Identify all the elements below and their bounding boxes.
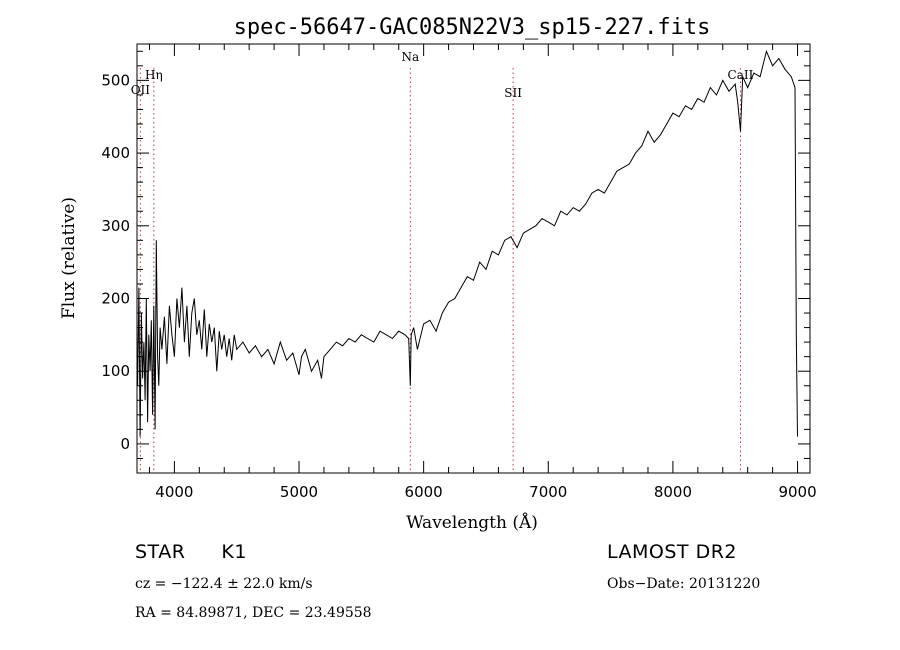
object-class-line: STAR K1 [135,541,247,563]
line-marker-label: OII [131,83,151,97]
y-tick-label: 500 [101,71,130,89]
y-tick-label: 0 [120,435,130,453]
axis-ticks [137,44,810,473]
chart-title: spec-56647-GAC085N22V3_sp15-227.fits [234,15,711,40]
y-axis-label: Flux (relative) [59,197,79,319]
plot-frame [136,43,811,474]
survey-label: LAMOST DR2 [607,541,737,563]
x-tick-label: 9000 [778,483,816,501]
x-tick-label: 7000 [529,483,567,501]
y-tick-label: 300 [101,217,130,235]
x-tick-label: 5000 [280,483,318,501]
y-tick-label: 400 [101,144,130,162]
coordinates-label: RA = 84.89871, DEC = 23.49558 [135,605,372,621]
x-tick-label: 8000 [654,483,692,501]
line-marker-label: SII [504,86,522,100]
line-marker-label: Na [401,50,419,64]
x-tick-label: 4000 [155,483,193,501]
y-tick-label: 100 [101,362,130,380]
redshift-label: cz = −122.4 ± 22.0 km/s [135,576,313,592]
object-class: STAR [135,541,186,563]
object-subclass: K1 [221,541,247,563]
line-marker-label: CaII [728,68,754,82]
x-axis-label: Wavelength (Å) [406,512,538,533]
line-marker-label: Hη [145,68,163,82]
obs-date-label: Obs−Date: 20131220 [607,576,761,592]
x-tick-label: 6000 [405,483,443,501]
y-tick-label: 200 [101,289,130,307]
tick-labels: 4000 5000 6000 7000 8000 9000 0 100 200 300 400 500 [101,71,816,501]
spectrum-line [137,49,798,437]
